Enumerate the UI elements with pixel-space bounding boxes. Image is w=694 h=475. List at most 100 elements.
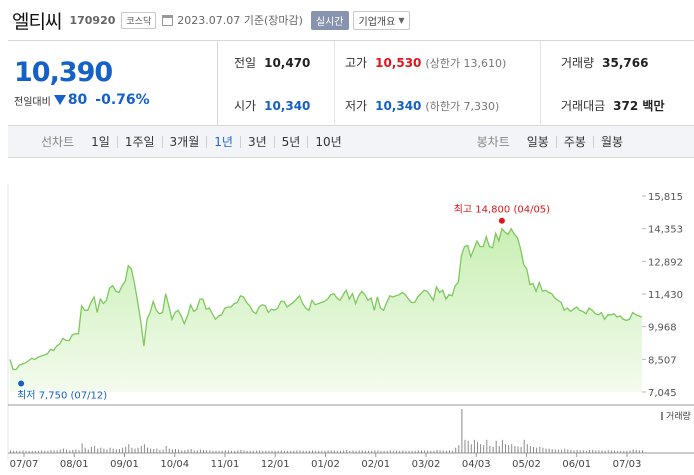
volume-bar <box>221 450 223 453</box>
volume-bar <box>115 449 117 453</box>
volume-bar <box>10 450 11 453</box>
volume-bar <box>340 450 341 453</box>
volume-bar <box>324 450 326 453</box>
volume-bar <box>212 450 214 453</box>
volume-bar <box>551 449 553 453</box>
volume-bar <box>246 450 248 453</box>
volume-bar <box>470 444 472 453</box>
volume-bar <box>47 450 49 453</box>
volume-bar <box>203 449 204 453</box>
volume-bar <box>196 450 198 453</box>
volume-bar <box>598 450 600 453</box>
price-stats: 전일 10,470 고가 10,530 (상한가 13,610) 거래량 35,… <box>218 41 694 127</box>
candle-daily[interactable]: 일봉 <box>526 134 549 149</box>
volume-bar <box>557 449 559 453</box>
volume-bar <box>72 449 74 453</box>
change-value: 80 <box>67 92 88 108</box>
volume-bar <box>439 450 441 453</box>
period-3m[interactable]: 3개월 <box>161 135 207 148</box>
volume-bar <box>601 450 603 453</box>
stat-amount: 거래대금 372 백만 <box>540 84 694 127</box>
volume-bar <box>445 450 447 453</box>
candle-monthly[interactable]: 월봉 <box>592 135 630 148</box>
company-info-dropdown[interactable]: 기업개요 ▼ <box>352 10 411 30</box>
volume-bar <box>193 450 195 453</box>
volume-bar <box>414 450 416 453</box>
period-5y[interactable]: 5년 <box>273 135 308 148</box>
volume-bar <box>277 450 279 453</box>
x-tick-label: 06/01 <box>562 459 591 470</box>
volume-bar <box>620 450 622 453</box>
volume-bar <box>305 450 307 453</box>
down-arrow-icon <box>53 95 66 105</box>
period-1y[interactable]: 1년 <box>206 135 240 148</box>
period-1d[interactable]: 1일 <box>91 134 110 149</box>
volume-bar <box>554 449 556 453</box>
volume-bar <box>355 450 357 453</box>
volume-bar <box>259 450 261 453</box>
price-chart[interactable]: 15,81514,35312,89211,4309,9688,5077,045 … <box>0 160 694 475</box>
volume-bar <box>374 450 376 453</box>
stat-label: 시가 <box>234 99 257 113</box>
volume-bar <box>143 444 145 453</box>
volume-bar <box>498 446 500 453</box>
volume-bar <box>153 449 155 453</box>
y-tick-label: 12,892 <box>648 257 683 268</box>
volume-bar <box>564 448 566 453</box>
volume-bar <box>94 446 96 453</box>
volume-bar <box>100 447 102 453</box>
volume-bar <box>44 450 46 453</box>
x-tick-label: 04/03 <box>462 459 491 470</box>
volume-bar <box>511 444 513 453</box>
volume-bar <box>119 449 120 453</box>
volume-bar <box>330 450 332 453</box>
volume-legend-mark <box>661 412 663 420</box>
x-tick-label: 05/02 <box>512 459 541 470</box>
volume-bar <box>501 439 503 453</box>
volume-bar <box>386 450 388 453</box>
high-label: 최고 14,800 (04/05) <box>454 204 550 216</box>
volume-label: 거래량 <box>666 410 691 422</box>
volume-bar <box>249 450 251 453</box>
volume-bar <box>533 446 534 453</box>
period-3y[interactable]: 3년 <box>239 135 274 148</box>
volume-bar <box>567 449 569 453</box>
current-price: 10,390 <box>14 57 113 88</box>
volume-bar <box>361 450 363 453</box>
chart-toolbar: 선차트 1일 1주일 3개월 1년 3년 5년 10년 봉차트 일봉 주봉 월봉 <box>8 126 694 158</box>
volume-bar <box>50 449 52 453</box>
volume-bar <box>632 449 634 453</box>
candle-weekly[interactable]: 주봉 <box>555 135 593 148</box>
period-10y[interactable]: 10년 <box>307 135 348 148</box>
stat-value: 10,340 <box>375 98 422 113</box>
volume-bar <box>209 450 211 453</box>
volume-bar <box>614 450 615 453</box>
volume-bar <box>128 444 130 453</box>
volume-bar <box>520 446 522 453</box>
stat-low: 저가 10,340 (하한가 7,330) <box>334 84 540 127</box>
volume-bar <box>302 450 304 453</box>
volume-bar <box>16 450 18 453</box>
y-tick-label: 15,815 <box>648 192 683 203</box>
price-line <box>9 227 643 371</box>
volume-bar <box>477 442 478 453</box>
volume-bar <box>467 440 469 453</box>
volume-bar <box>97 448 99 453</box>
realtime-button[interactable]: 실시간 <box>310 10 349 30</box>
volume-bar <box>545 448 547 453</box>
x-tick-label: 08/01 <box>60 459 89 470</box>
volume-bar <box>579 450 581 453</box>
volume-bar <box>464 439 466 453</box>
volume-bar <box>480 444 482 453</box>
period-1w[interactable]: 1주일 <box>116 135 162 148</box>
volume-bar <box>514 446 516 453</box>
volume-bar <box>592 449 594 453</box>
volume-bar <box>489 446 491 453</box>
volume-bar <box>240 449 242 453</box>
volume-bar <box>492 446 494 453</box>
volume-bar <box>274 450 276 453</box>
volume-bar <box>299 450 301 453</box>
volume-bar <box>256 450 257 453</box>
volume-bar <box>408 450 410 453</box>
volume-bar <box>81 443 83 453</box>
